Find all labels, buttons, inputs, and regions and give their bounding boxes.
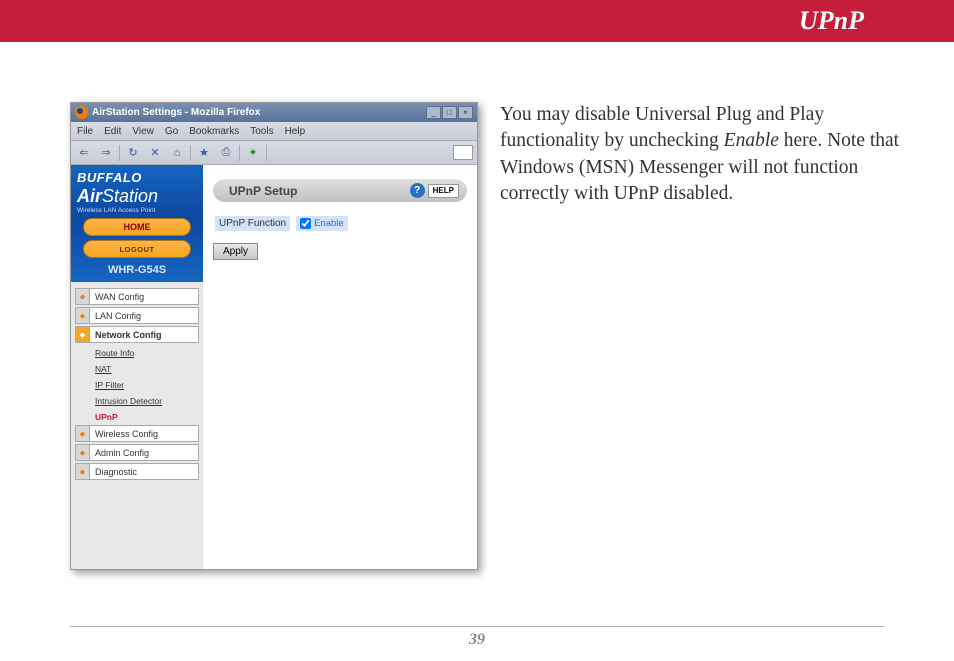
home-pill-button[interactable]: HOME (83, 218, 191, 236)
nav-network-config[interactable]: ◆Network Config (75, 326, 199, 343)
menu-file[interactable]: File (77, 126, 93, 137)
nav-lan-config[interactable]: ◆LAN Config (75, 307, 199, 324)
menu-help[interactable]: Help (285, 126, 306, 137)
window-controls: _ □ × (426, 106, 473, 119)
brand-product: AirStation (77, 186, 197, 207)
menu-tools[interactable]: Tools (250, 126, 273, 137)
stop-button[interactable]: ✕ (146, 144, 164, 162)
page-header-banner: UPnP (0, 0, 954, 42)
firefox-icon (75, 106, 88, 119)
sidebar: BUFFALO AirStation Wireless LAN Access P… (71, 165, 203, 569)
panel-header: UPnP Setup ? HELP (213, 179, 467, 202)
window-titlebar: AirStation Settings - Mozilla Firefox _ … (71, 103, 477, 122)
apply-button[interactable]: Apply (213, 243, 258, 260)
footer-rule (70, 626, 884, 627)
home-button[interactable]: ⌂ (168, 144, 186, 162)
help-button[interactable]: HELP (428, 184, 459, 198)
upnp-function-row: UPnP Function Enable (215, 216, 467, 231)
brand-subtitle: Wireless LAN Access Point (77, 207, 197, 214)
main-panel: UPnP Setup ? HELP UPnP Function Enable A… (203, 165, 477, 569)
ext-icon[interactable]: ✦ (244, 144, 262, 162)
forward-button[interactable]: ⇒ (97, 144, 115, 162)
back-button[interactable]: ⇐ (75, 144, 93, 162)
menu-view[interactable]: View (132, 126, 154, 137)
nav-admin-config[interactable]: ◆Admin Config (75, 444, 199, 461)
firefox-window: AirStation Settings - Mozilla Firefox _ … (70, 102, 478, 570)
description-text: You may disable Universal Plug and Play … (500, 102, 904, 570)
maximize-button[interactable]: □ (442, 106, 457, 119)
enable-checkbox-wrapper[interactable]: Enable (296, 216, 348, 231)
nav-wireless-config[interactable]: ◆Wireless Config (75, 425, 199, 442)
close-button[interactable]: × (458, 106, 473, 119)
bookmark-icon[interactable]: ★ (195, 144, 213, 162)
subnav-upnp[interactable]: UPnP (75, 409, 199, 425)
logout-pill-button[interactable]: LOGOUT (83, 240, 191, 258)
window-title: AirStation Settings - Mozilla Firefox (92, 107, 426, 118)
help-icon[interactable]: ? (410, 183, 425, 198)
subnav-nat[interactable]: NAT (75, 361, 199, 377)
enable-checkbox-label: Enable (314, 218, 344, 229)
nav-wan-config[interactable]: ◆WAN Config (75, 288, 199, 305)
airstation-app: BUFFALO AirStation Wireless LAN Access P… (71, 165, 477, 569)
subnav-intrusion-detector[interactable]: Intrusion Detector (75, 393, 199, 409)
minimize-button[interactable]: _ (426, 106, 441, 119)
menu-edit[interactable]: Edit (104, 126, 121, 137)
nav-diagnostic[interactable]: ◆Diagnostic (75, 463, 199, 480)
page-content: AirStation Settings - Mozilla Firefox _ … (0, 42, 954, 600)
brand-name: BUFFALO (77, 170, 197, 185)
model-label: WHR-G54S (77, 264, 197, 276)
reload-button[interactable]: ↻ (124, 144, 142, 162)
menu-go[interactable]: Go (165, 126, 178, 137)
print-icon[interactable]: ⎙ (217, 144, 235, 162)
menu-bookmarks[interactable]: Bookmarks (189, 126, 239, 137)
enable-checkbox[interactable] (300, 218, 311, 229)
upnp-function-label: UPnP Function (215, 216, 290, 231)
subnav-route-info[interactable]: Route Info (75, 345, 199, 361)
url-bar[interactable] (453, 145, 473, 160)
page-number: 39 (0, 631, 954, 649)
subnav-ip-filter[interactable]: IP Filter (75, 377, 199, 393)
brand-panel: BUFFALO AirStation Wireless LAN Access P… (71, 165, 203, 282)
page-title: UPnP (799, 6, 864, 36)
browser-menubar: File Edit View Go Bookmarks Tools Help (71, 122, 477, 141)
nav-list: ◆WAN Config ◆LAN Config ◆Network Config … (71, 282, 203, 488)
panel-title: UPnP Setup (229, 184, 410, 198)
browser-toolbar: ⇐ ⇒ ↻ ✕ ⌂ ★ ⎙ ✦ (71, 141, 477, 165)
